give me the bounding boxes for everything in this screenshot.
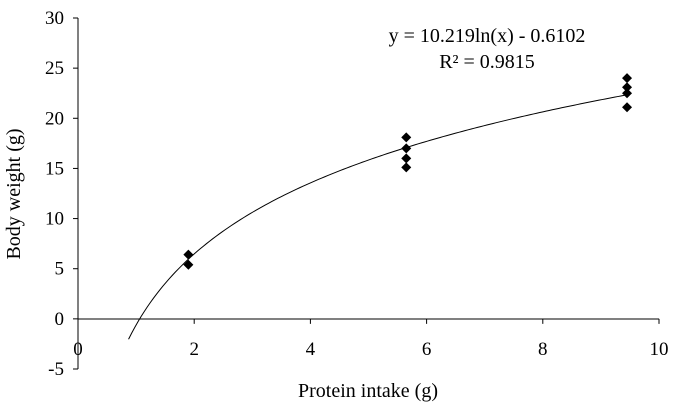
data-point <box>401 143 412 154</box>
y-tick-label: 10 <box>45 209 64 230</box>
y-tick-label: 30 <box>45 8 64 29</box>
data-point <box>401 132 412 143</box>
x-tick-label: 6 <box>422 339 432 360</box>
data-points <box>183 73 633 270</box>
data-point <box>622 88 633 99</box>
data-point <box>622 102 633 113</box>
data-point <box>401 162 412 173</box>
x-tick-label: 10 <box>650 339 669 360</box>
y-tick-label: 25 <box>45 58 64 79</box>
data-point <box>622 73 633 84</box>
y-tick-label: 5 <box>55 259 65 280</box>
trendline-curve <box>128 94 628 340</box>
data-point <box>183 259 194 270</box>
x-tick-label: 4 <box>306 339 316 360</box>
x-tick-label: 2 <box>189 339 199 360</box>
x-axis-title: Protein intake (g) <box>298 380 438 402</box>
y-tick-label: 20 <box>45 108 64 129</box>
y-axis-ticks: -5 0 5 10 15 20 25 30 <box>45 8 78 380</box>
plot-area: -5 0 5 10 15 20 25 30 0 2 4 6 8 10 <box>45 8 669 380</box>
data-point <box>183 249 194 260</box>
y-tick-label: 15 <box>45 158 64 179</box>
equation-label: y = 10.219ln(x) - 0.6102 <box>389 25 586 47</box>
x-tick-label: 8 <box>538 339 548 360</box>
data-point <box>401 153 412 164</box>
r-squared-label: R² = 0.9815 <box>439 51 535 73</box>
data-point <box>622 82 633 93</box>
y-tick-label: 0 <box>55 309 65 330</box>
x-axis-ticks: 0 2 4 6 8 10 <box>73 318 669 360</box>
x-tick-label: 0 <box>73 339 83 360</box>
y-axis-title: Body weight (g) <box>3 128 25 259</box>
y-tick-label: -5 <box>48 359 64 380</box>
